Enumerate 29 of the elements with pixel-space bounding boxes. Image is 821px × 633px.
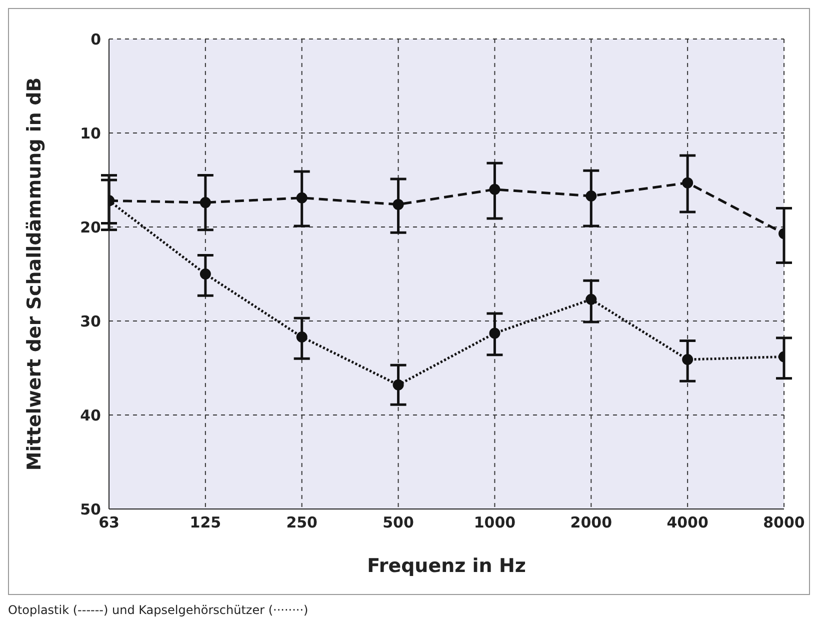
x-tick-label: 250: [286, 514, 318, 532]
point: [489, 328, 500, 339]
x-tick-label: 500: [382, 514, 414, 532]
point: [200, 197, 211, 208]
y-tick-label: 0: [90, 30, 101, 48]
y-axis-title: Mittelwert der Schalldämmung in dB: [24, 77, 46, 471]
point: [489, 184, 500, 195]
x-tick-label: 4000: [666, 514, 708, 532]
y-tick-label: 10: [80, 124, 101, 142]
y-tick-label: 40: [80, 406, 101, 424]
x-tick-label: 2000: [570, 514, 612, 532]
point: [682, 354, 694, 366]
point: [586, 190, 597, 202]
x-tick-label: 125: [190, 514, 222, 532]
x-tick-label: 63: [98, 514, 120, 532]
point: [392, 198, 404, 210]
x-tick-label: 8000: [763, 514, 805, 532]
point: [586, 294, 597, 305]
x-axis-title: Frequenz in Hz: [367, 555, 526, 577]
y-tick-label: 30: [80, 312, 101, 330]
point: [296, 192, 308, 204]
point: [392, 379, 404, 390]
x-tick-label: 1000: [474, 514, 516, 532]
point: [296, 331, 308, 342]
point: [682, 177, 694, 188]
y-tick-label: 50: [80, 500, 101, 518]
point: [200, 268, 211, 280]
text: Otoplastik (------) und Kapselgehörschützer (········): [8, 603, 310, 617]
y-tick-label: 20: [80, 218, 101, 236]
